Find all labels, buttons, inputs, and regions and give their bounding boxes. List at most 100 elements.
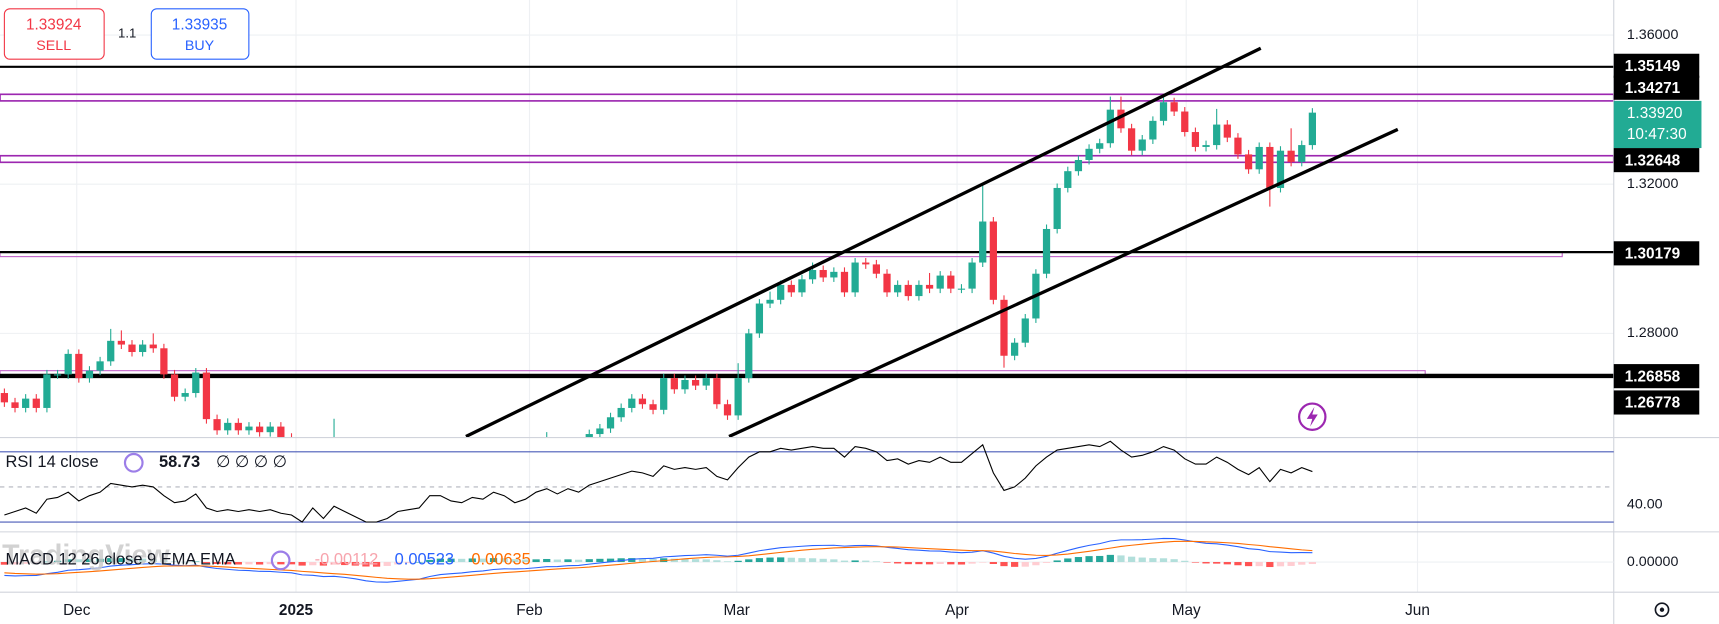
level-label: 1.32648 — [1625, 152, 1681, 169]
macd-histogram-bar — [585, 559, 593, 563]
candle-body — [75, 353, 83, 379]
candle-body — [234, 422, 242, 431]
candle-body — [32, 398, 40, 408]
macd-histogram-bar — [1021, 562, 1029, 567]
macd-histogram-bar — [1011, 562, 1019, 567]
rsi-value: 58.73 — [159, 453, 200, 471]
candle-body — [1127, 128, 1136, 151]
candle-body — [1244, 154, 1253, 170]
candle-body — [617, 407, 625, 418]
candle-body — [149, 344, 157, 349]
macd-histogram-bar — [149, 558, 157, 563]
macd-histogram-bar — [808, 558, 817, 563]
candle-body — [840, 271, 849, 293]
x-tick-label: Jun — [1405, 602, 1430, 619]
candle-body — [1149, 120, 1157, 140]
macd-histogram-bar — [1106, 554, 1114, 563]
macd-histogram-bar — [32, 562, 40, 564]
macd-histogram-bar — [1032, 562, 1040, 566]
macd-histogram-bar — [489, 558, 498, 563]
candle-body — [649, 404, 657, 410]
level-label: 1.34271 — [1625, 80, 1681, 97]
macd-histogram-bar — [107, 558, 115, 563]
settings-icon[interactable] — [270, 550, 291, 571]
level-label: 1.35149 — [1625, 58, 1680, 75]
candle-body — [670, 378, 678, 390]
candle-body — [745, 333, 753, 379]
macd-histogram-bar — [1085, 556, 1093, 563]
candle-body — [851, 262, 859, 293]
rsi-extra: ∅ ∅ ∅ ∅ — [216, 453, 287, 471]
macd-histogram-bar — [287, 562, 296, 565]
level-label-box — [1613, 75, 1700, 100]
macd-histogram-bar — [830, 559, 838, 563]
candle-body — [1138, 139, 1146, 151]
candle-body — [883, 273, 891, 293]
macd-histogram-bar — [1053, 560, 1061, 563]
candle-body — [1085, 148, 1093, 160]
candle-body — [915, 284, 923, 297]
macd-histogram-bar — [85, 559, 94, 563]
sell-label: SELL — [36, 38, 71, 54]
sell-button[interactable] — [3, 8, 105, 60]
buy-label: BUY — [185, 38, 215, 54]
candle-body — [1106, 109, 1114, 144]
candles — [0, 94, 1316, 438]
sell-price: 1.33924 — [26, 16, 82, 33]
macd-histogram-bar — [330, 562, 338, 565]
macd-histogram-bar — [351, 562, 359, 566]
candle-body — [117, 340, 125, 345]
level-label-box — [1613, 53, 1700, 78]
candle-body — [947, 275, 955, 289]
macd-histogram-bar — [968, 562, 976, 564]
macd-histogram-bar — [957, 562, 966, 565]
channel-line — [465, 46, 1262, 438]
candle-body — [107, 340, 115, 362]
macd-histogram-bar — [681, 558, 689, 563]
macd-histogram-bar — [383, 562, 391, 566]
candle-body — [734, 378, 742, 416]
candle-body — [1298, 145, 1306, 162]
buy-button[interactable] — [150, 8, 250, 60]
macd-histogram-bar — [862, 560, 870, 563]
macd-histogram-bar — [277, 562, 285, 565]
trend-channel — [465, 46, 1399, 438]
settings-icon[interactable] — [123, 452, 144, 473]
candle-body — [96, 361, 104, 371]
macd-histogram-bar — [128, 558, 136, 563]
macd-histogram-bar — [394, 562, 402, 565]
macd-histogram-bar — [766, 557, 774, 563]
macd-histogram-bar — [1276, 562, 1285, 567]
macd-histogram-bar — [734, 560, 742, 563]
candle-body — [872, 264, 881, 274]
macd-histogram-bar — [819, 558, 827, 563]
candle-body — [660, 378, 668, 410]
candle-body — [968, 262, 976, 289]
candle-body — [1096, 143, 1104, 149]
macd-histogram-bar — [96, 558, 104, 563]
candle-body — [585, 434, 593, 438]
candle-body — [755, 303, 764, 334]
macd-histogram-bar — [1213, 562, 1221, 564]
macd-histogram-bar — [170, 561, 179, 563]
macd-histogram-bar — [1181, 560, 1189, 563]
macd-histogram-bar — [691, 559, 700, 563]
candle-body — [1053, 187, 1061, 229]
candle-body — [894, 284, 902, 293]
candle-body — [1117, 109, 1125, 129]
candle-body — [277, 426, 285, 438]
rsi-title: RSI 14 close — [5, 453, 98, 471]
macd-value: 0.00523 — [395, 551, 454, 569]
candle-body — [819, 269, 827, 278]
macd-histogram-bar — [670, 558, 678, 563]
candle-body — [1159, 102, 1168, 121]
macd-histogram-bar — [1064, 558, 1072, 563]
candle-body — [11, 402, 19, 408]
macd-histogram-bar — [266, 562, 274, 565]
settings-gear[interactable] — [1654, 602, 1670, 618]
macd-histogram-bar — [1223, 562, 1231, 565]
macd-histogram-bar — [777, 557, 785, 563]
macd-histogram-bar — [1298, 562, 1306, 565]
macd-histogram-bar — [989, 562, 997, 564]
